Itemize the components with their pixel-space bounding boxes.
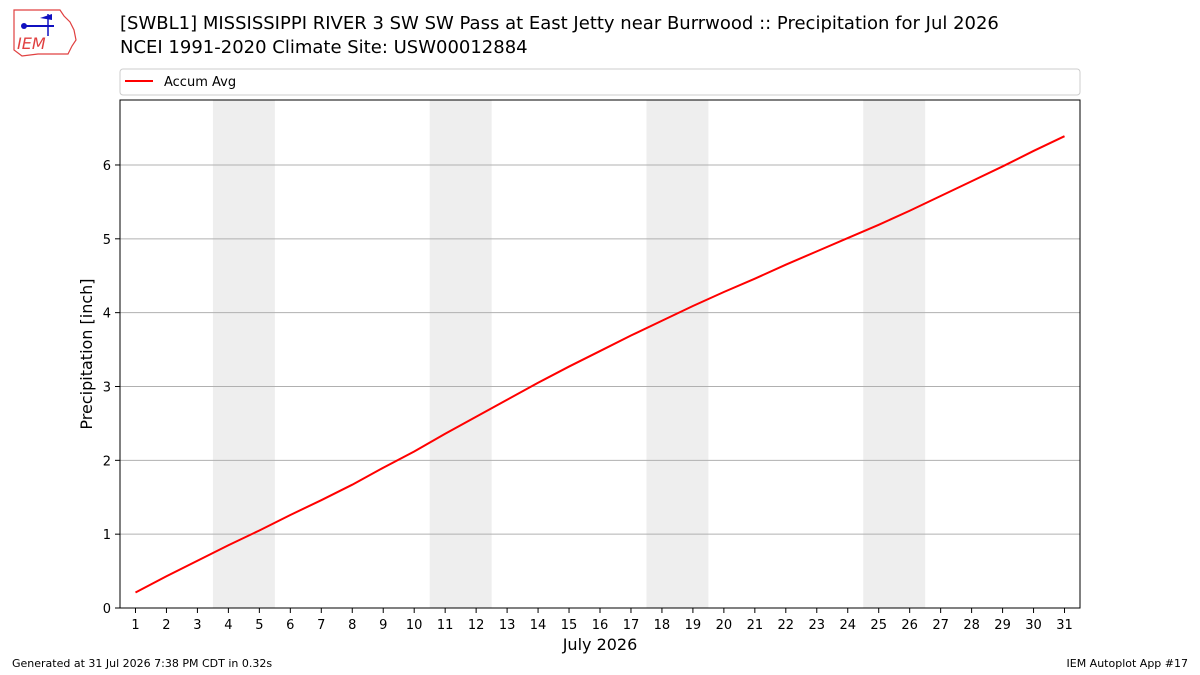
y-tick-label: 4 [103, 307, 111, 322]
iem-logo: IEM [13, 9, 77, 57]
x-tick-label: 10 [406, 618, 423, 633]
legend-label: Accum Avg [164, 75, 236, 90]
y-tick-label: 5 [103, 233, 111, 248]
chart-subtitle: NCEI 1991-2020 Climate Site: USW00012884 [120, 37, 528, 58]
series-group [135, 135, 1065, 594]
x-tick-label: 25 [870, 618, 887, 633]
y-tick-label: 0 [103, 602, 111, 617]
legend-box [119, 68, 1081, 96]
x-tick-label: 2 [162, 618, 170, 633]
x-tick-label: 27 [932, 618, 949, 633]
x-tick-label: 16 [592, 618, 609, 633]
weekend-band [863, 100, 926, 608]
x-tick-label: 11 [437, 618, 454, 633]
x-tick-label: 9 [379, 618, 387, 633]
x-tick-label: 17 [623, 618, 640, 633]
x-tick-label: 15 [561, 618, 578, 633]
x-tick-label: 3 [193, 618, 201, 633]
y-tick-label: 1 [103, 528, 111, 543]
iem-logo-text: IEM [17, 34, 46, 53]
y-tick-label: 6 [103, 159, 111, 174]
x-axis-ticks: 1 2 3 4 5 6 7 8 9 10 11 12 13 14 15 16 17 18 19 20 21 22 23 24 2… [131, 608, 1073, 633]
x-tick-label: 28 [963, 618, 980, 633]
weekend-band [212, 100, 275, 608]
legend: Accum Avg [119, 68, 1081, 96]
weekend-band [646, 100, 709, 608]
series-line-accum-avg [135, 135, 1065, 594]
x-tick-label: 26 [901, 618, 918, 633]
x-tick-label: 14 [530, 618, 547, 633]
x-axis-label: July 2026 [562, 635, 638, 654]
footer-generated-text: Generated at 31 Jul 2026 7:38 PM CDT in … [12, 657, 273, 670]
x-tick-label: 22 [778, 618, 795, 633]
plot-frame [119, 99, 1081, 609]
x-tick-label: 23 [809, 618, 826, 633]
x-tick-label: 7 [317, 618, 325, 633]
y-axis-ticks: 0 1 2 3 4 5 6 [103, 159, 120, 617]
x-tick-label: 13 [499, 618, 516, 633]
y-axis-label: Precipitation [inch] [77, 278, 96, 429]
footer-app-label: IEM Autoplot App #17 [1066, 657, 1189, 670]
x-tick-label: 20 [716, 618, 733, 633]
y-tick-label: 3 [103, 380, 111, 395]
x-tick-label: 1 [131, 618, 139, 633]
x-tick-label: 21 [747, 618, 764, 633]
weekend-bands [212, 100, 926, 608]
x-tick-label: 24 [839, 618, 856, 633]
x-tick-label: 30 [1025, 618, 1042, 633]
x-tick-label: 6 [286, 618, 294, 633]
x-tick-label: 29 [994, 618, 1011, 633]
x-tick-label: 19 [685, 618, 702, 633]
y-gridlines [120, 164, 1080, 535]
x-tick-label: 18 [654, 618, 671, 633]
chart-title: [SWBL1] MISSISSIPPI RIVER 3 SW SW Pass a… [120, 13, 999, 34]
weekend-band [429, 100, 492, 608]
x-tick-label: 8 [348, 618, 356, 633]
x-tick-label: 31 [1056, 618, 1073, 633]
y-tick-label: 2 [103, 454, 111, 469]
x-tick-label: 12 [468, 618, 485, 633]
x-tick-label: 4 [224, 618, 232, 633]
x-tick-label: 5 [255, 618, 263, 633]
